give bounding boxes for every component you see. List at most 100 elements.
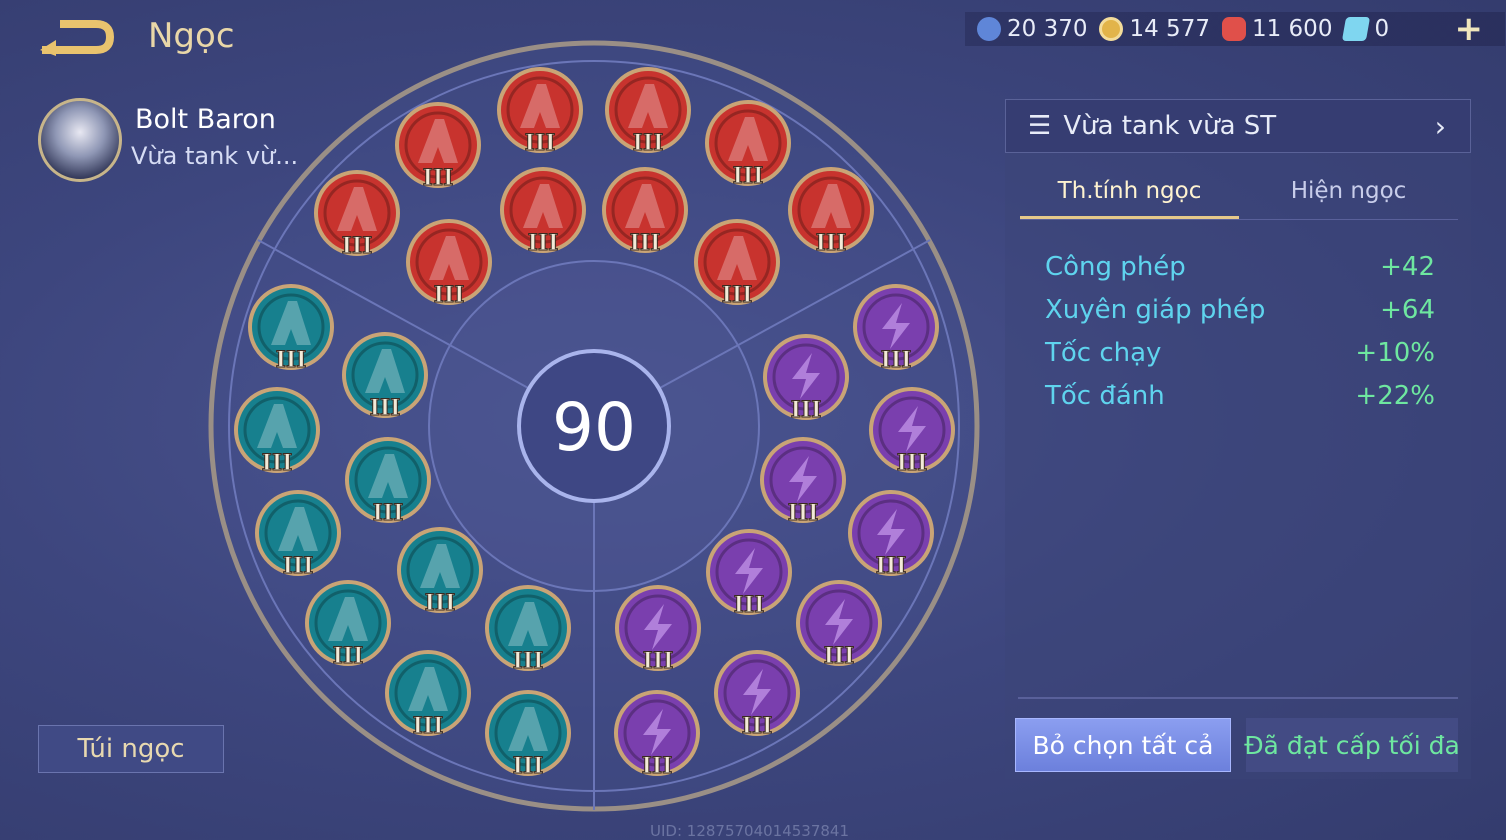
rune-glyph-icon bbox=[278, 507, 318, 551]
page-title: Ngọc bbox=[148, 16, 235, 56]
max-level-button[interactable]: Đã đạt cấp tối đa bbox=[1244, 718, 1460, 772]
gem-level: III bbox=[513, 753, 544, 779]
gem-slot-purple[interactable]: III bbox=[869, 387, 955, 477]
rune-glyph-icon bbox=[520, 84, 560, 128]
lightning-icon bbox=[877, 509, 905, 555]
red-gem-icon bbox=[1221, 17, 1246, 41]
gem-bag-button[interactable]: Túi ngọc bbox=[38, 725, 224, 773]
red-gem-icon bbox=[500, 167, 586, 253]
stat-row: Công phép +42 bbox=[1045, 252, 1435, 295]
resource-bar: 20 370 14 577 11 600 0 + bbox=[965, 9, 1505, 49]
rune-level: 90 bbox=[552, 389, 636, 466]
gem-slot-teal[interactable]: III bbox=[345, 437, 431, 527]
red-gem-icon bbox=[497, 67, 583, 153]
gem-slot-teal[interactable]: III bbox=[397, 527, 483, 617]
avatar[interactable] bbox=[38, 98, 122, 182]
gem-slot-red[interactable]: III bbox=[500, 167, 586, 257]
resource-red-gem: 11 600 bbox=[1221, 16, 1332, 42]
gem-inner-ring bbox=[772, 343, 840, 411]
resource-value: 0 bbox=[1374, 16, 1390, 42]
gem-slot-teal[interactable]: III bbox=[485, 585, 571, 675]
rune-glyph-icon bbox=[728, 117, 768, 161]
stat-value: +22% bbox=[1355, 381, 1435, 411]
gem-inner-ring bbox=[624, 594, 692, 662]
hero-name: Bolt Baron bbox=[135, 104, 276, 135]
teal-gem-icon bbox=[255, 490, 341, 576]
gem-level: III bbox=[722, 282, 753, 308]
teal-gem-icon bbox=[248, 284, 334, 370]
stat-value: +10% bbox=[1355, 338, 1435, 368]
gem-slot-red[interactable]: III bbox=[694, 219, 780, 309]
gem-slot-purple[interactable]: III bbox=[760, 437, 846, 527]
red-gem-icon bbox=[605, 67, 691, 153]
gem-slot-teal[interactable]: III bbox=[234, 387, 320, 477]
stat-name: Xuyên giáp phép bbox=[1045, 295, 1266, 325]
gem-slot-red[interactable]: III bbox=[788, 167, 874, 257]
gem-slot-purple[interactable]: III bbox=[614, 690, 700, 780]
gem-inner-ring bbox=[862, 293, 930, 361]
gem-slot-teal[interactable]: III bbox=[255, 490, 341, 580]
deselect-all-button[interactable]: Bỏ chọn tất cả bbox=[1015, 718, 1231, 772]
gem-level: III bbox=[876, 553, 907, 579]
stat-row: Tốc đánh +22% bbox=[1045, 381, 1435, 424]
rune-glyph-icon bbox=[420, 544, 460, 588]
gem-slots: III III III III III III III III III III III III III I… bbox=[234, 67, 955, 780]
gem-slot-purple[interactable]: III bbox=[706, 529, 792, 619]
teal-gem-icon bbox=[485, 585, 571, 671]
gem-level: III bbox=[742, 713, 773, 739]
gem-slot-purple[interactable]: III bbox=[714, 650, 800, 740]
gem-slot-teal[interactable]: III bbox=[305, 580, 391, 670]
stat-name: Tốc đánh bbox=[1045, 381, 1165, 411]
preset-selector[interactable]: ☰ Vừa tank vừa ST › bbox=[1005, 99, 1471, 153]
gem-inner-ring bbox=[257, 293, 325, 361]
gem-slot-purple[interactable]: III bbox=[796, 580, 882, 670]
gem-slot-purple[interactable]: III bbox=[615, 585, 701, 675]
gem-slot-teal[interactable]: III bbox=[485, 690, 571, 780]
lightning-icon bbox=[792, 353, 820, 399]
rune-glyph-icon bbox=[257, 404, 297, 448]
resource-blue-coin: 20 370 bbox=[977, 16, 1087, 42]
gem-slot-purple[interactable]: III bbox=[763, 334, 849, 424]
gem-slot-teal[interactable]: III bbox=[248, 284, 334, 374]
gem-slot-teal[interactable]: III bbox=[342, 332, 428, 422]
resource-value: 14 577 bbox=[1129, 16, 1210, 42]
gem-level: III bbox=[276, 347, 307, 373]
resource-value: 20 370 bbox=[1007, 16, 1088, 42]
resource-gold-coin: 14 577 bbox=[1099, 16, 1210, 42]
gem-slot-red[interactable]: III bbox=[497, 67, 583, 157]
rune-glyph-icon bbox=[408, 667, 448, 711]
lightning-icon bbox=[898, 406, 926, 452]
gem-slot-red[interactable]: III bbox=[705, 100, 791, 190]
gem-inner-ring bbox=[404, 111, 472, 179]
tab-show-gems[interactable]: Hiện ngọc bbox=[1290, 178, 1407, 204]
rune-page-name: Vừa tank vừ... bbox=[131, 142, 299, 170]
add-resource-button[interactable]: + bbox=[1454, 9, 1484, 49]
rune-glyph-icon bbox=[418, 119, 458, 163]
divider-line bbox=[257, 239, 531, 390]
gem-level: III bbox=[897, 450, 928, 476]
gem-slot-purple[interactable]: III bbox=[848, 490, 934, 580]
back-arrow-icon[interactable] bbox=[38, 18, 114, 58]
teal-gem-icon bbox=[234, 387, 320, 473]
gem-slot-red[interactable]: III bbox=[395, 102, 481, 192]
tab-attributes[interactable]: Th.tính ngọc bbox=[1020, 170, 1239, 219]
gem-slot-purple[interactable]: III bbox=[853, 284, 939, 374]
rune-glyph-icon bbox=[628, 84, 668, 128]
red-gem-icon bbox=[314, 170, 400, 256]
gem-inner-ring bbox=[394, 659, 462, 727]
teal-gem-icon bbox=[485, 690, 571, 776]
rune-glyph-icon bbox=[508, 707, 548, 751]
lightning-icon bbox=[825, 599, 853, 645]
gem-slot-red[interactable]: III bbox=[602, 167, 688, 257]
gem-level: III bbox=[370, 395, 401, 421]
lightning-icon bbox=[735, 548, 763, 594]
gem-inner-ring bbox=[611, 176, 679, 244]
rune-glyph-icon bbox=[811, 184, 851, 228]
gem-slot-teal[interactable]: III bbox=[385, 650, 471, 740]
gem-level: III bbox=[434, 282, 465, 308]
red-gem-icon bbox=[705, 100, 791, 186]
gem-slot-red[interactable]: III bbox=[406, 219, 492, 309]
gem-slot-red[interactable]: III bbox=[314, 170, 400, 260]
gem-inner-ring bbox=[623, 699, 691, 767]
gem-slot-red[interactable]: III bbox=[605, 67, 691, 157]
